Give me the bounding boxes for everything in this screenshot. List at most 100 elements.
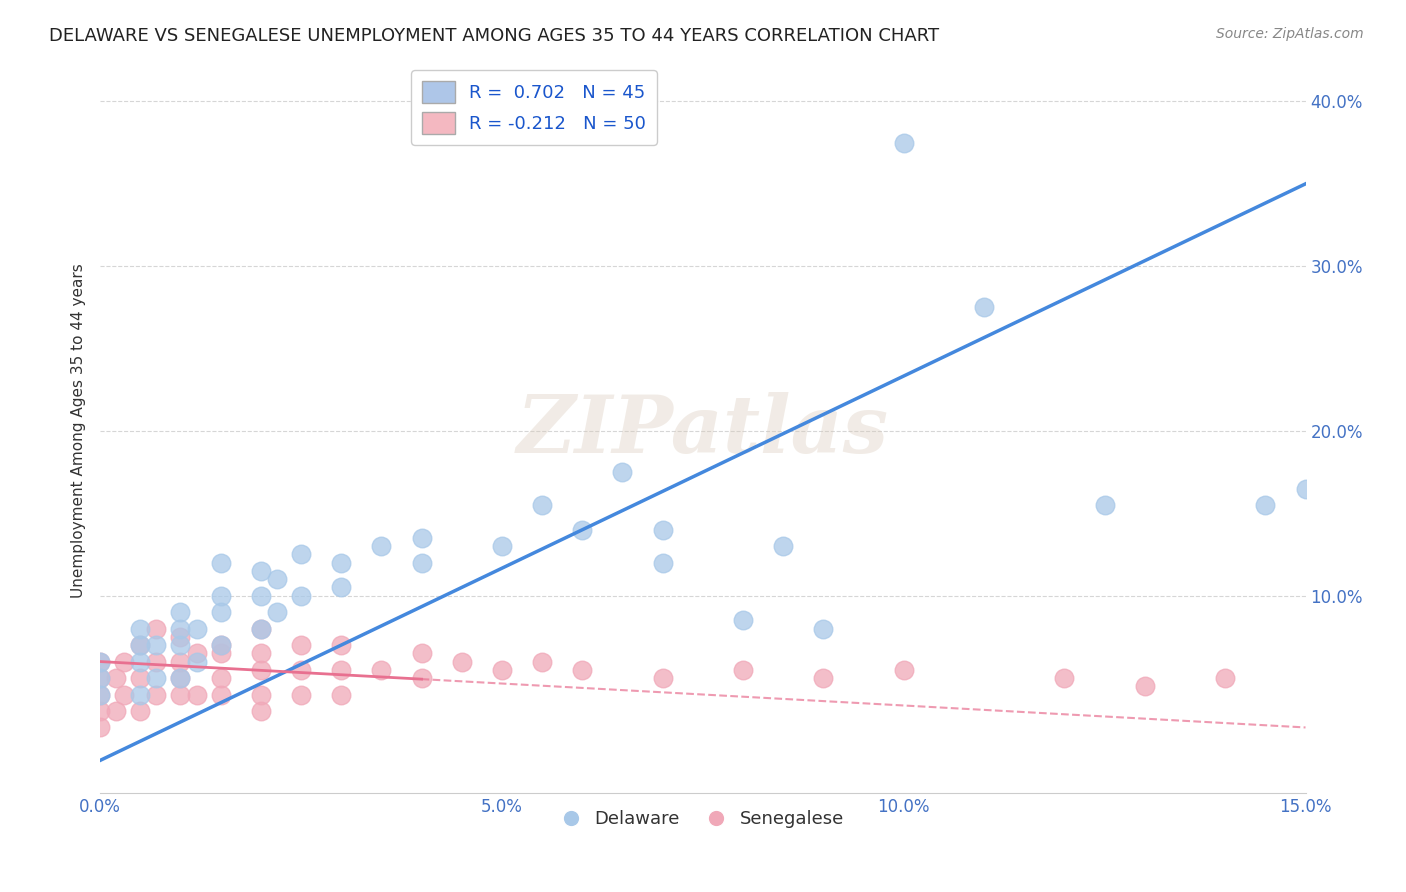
Point	[250, 622, 273, 636]
Point	[330, 638, 353, 652]
Point	[209, 589, 232, 603]
Point	[651, 523, 673, 537]
Point	[531, 655, 554, 669]
Y-axis label: Unemployment Among Ages 35 to 44 years: Unemployment Among Ages 35 to 44 years	[72, 263, 86, 599]
Point	[893, 136, 915, 150]
Point	[105, 671, 128, 685]
Point	[491, 663, 513, 677]
Point	[1133, 679, 1156, 693]
Point	[1053, 671, 1076, 685]
Point	[612, 465, 634, 479]
Point	[169, 688, 191, 702]
Point	[89, 688, 111, 702]
Point	[290, 548, 312, 562]
Text: DELAWARE VS SENEGALESE UNEMPLOYMENT AMONG AGES 35 TO 44 YEARS CORRELATION CHART: DELAWARE VS SENEGALESE UNEMPLOYMENT AMON…	[49, 27, 939, 45]
Point	[330, 663, 353, 677]
Point	[250, 564, 273, 578]
Point	[129, 704, 152, 718]
Point	[169, 671, 191, 685]
Point	[250, 704, 273, 718]
Point	[129, 638, 152, 652]
Point	[209, 605, 232, 619]
Point	[370, 663, 392, 677]
Point	[209, 638, 232, 652]
Point	[169, 655, 191, 669]
Point	[129, 655, 152, 669]
Point	[531, 498, 554, 512]
Point	[571, 523, 593, 537]
Point	[250, 663, 273, 677]
Point	[89, 704, 111, 718]
Point	[129, 638, 152, 652]
Point	[209, 638, 232, 652]
Point	[731, 613, 754, 627]
Point	[145, 688, 167, 702]
Point	[169, 622, 191, 636]
Point	[411, 671, 433, 685]
Point	[411, 646, 433, 660]
Point	[651, 556, 673, 570]
Point	[186, 655, 208, 669]
Point	[731, 663, 754, 677]
Point	[250, 589, 273, 603]
Point	[290, 663, 312, 677]
Point	[1254, 498, 1277, 512]
Point	[813, 622, 835, 636]
Point	[266, 572, 288, 586]
Point	[145, 655, 167, 669]
Text: Source: ZipAtlas.com: Source: ZipAtlas.com	[1216, 27, 1364, 41]
Point	[651, 671, 673, 685]
Point	[411, 531, 433, 545]
Point	[169, 671, 191, 685]
Point	[209, 671, 232, 685]
Point	[186, 688, 208, 702]
Point	[89, 671, 111, 685]
Point	[1295, 482, 1317, 496]
Point	[145, 622, 167, 636]
Point	[89, 671, 111, 685]
Point	[266, 605, 288, 619]
Point	[250, 646, 273, 660]
Point	[105, 704, 128, 718]
Point	[89, 721, 111, 735]
Point	[145, 638, 167, 652]
Point	[1094, 498, 1116, 512]
Point	[129, 688, 152, 702]
Point	[772, 539, 794, 553]
Point	[330, 556, 353, 570]
Point	[290, 688, 312, 702]
Point	[209, 646, 232, 660]
Point	[89, 655, 111, 669]
Point	[89, 688, 111, 702]
Point	[290, 638, 312, 652]
Point	[571, 663, 593, 677]
Point	[186, 646, 208, 660]
Point	[129, 671, 152, 685]
Text: ZIPatlas: ZIPatlas	[517, 392, 889, 470]
Legend: Delaware, Senegalese: Delaware, Senegalese	[555, 803, 851, 835]
Point	[330, 581, 353, 595]
Point	[813, 671, 835, 685]
Point	[290, 589, 312, 603]
Point	[250, 688, 273, 702]
Point	[370, 539, 392, 553]
Point	[450, 655, 472, 669]
Point	[893, 663, 915, 677]
Point	[1213, 671, 1236, 685]
Point	[209, 556, 232, 570]
Point	[186, 622, 208, 636]
Point	[491, 539, 513, 553]
Point	[129, 622, 152, 636]
Point	[330, 688, 353, 702]
Point	[112, 655, 135, 669]
Point	[112, 688, 135, 702]
Point	[973, 301, 995, 315]
Point	[169, 605, 191, 619]
Point	[89, 655, 111, 669]
Point	[209, 688, 232, 702]
Point	[145, 671, 167, 685]
Point	[411, 556, 433, 570]
Point	[169, 638, 191, 652]
Point	[169, 630, 191, 644]
Point	[250, 622, 273, 636]
